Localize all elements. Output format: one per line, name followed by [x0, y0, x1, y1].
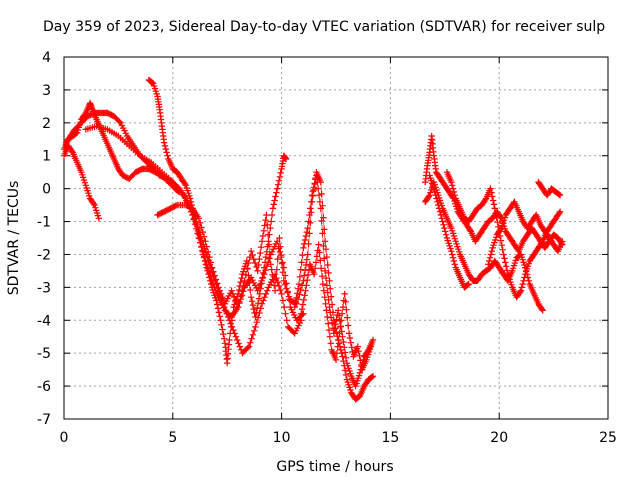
series-arc-8 — [298, 241, 374, 373]
y-tick-label: -6 — [37, 379, 51, 395]
x-tick-label: 5 — [168, 430, 177, 446]
x-tick-label: 10 — [273, 430, 291, 446]
data-point-marks — [485, 198, 566, 268]
y-tick-label: -3 — [37, 280, 51, 296]
x-tick-label: 15 — [381, 430, 399, 446]
series-arc-7 — [291, 172, 377, 390]
series-arc-13 — [485, 198, 566, 268]
chart-title: Day 359 of 2023, Sidereal Day-to-day VTE… — [43, 19, 605, 35]
data-point-marks — [535, 178, 564, 199]
data-layer — [60, 76, 566, 403]
y-tick-label: 2 — [42, 116, 51, 132]
series-arc-12 — [443, 169, 564, 301]
data-point-marks — [60, 142, 102, 222]
data-point-marks — [298, 241, 374, 373]
y-tick-label: -4 — [37, 313, 51, 329]
y-tick-label: -2 — [37, 247, 51, 263]
y-tick-label: -1 — [37, 215, 51, 231]
data-point-marks — [443, 169, 564, 301]
series-arc-2 — [60, 142, 102, 222]
data-point-marks — [426, 172, 472, 291]
plot-frame — [63, 56, 609, 420]
x-axis-label: GPS time / hours — [276, 459, 393, 475]
y-tick-label: 1 — [42, 149, 51, 165]
y-tick-label: 4 — [42, 50, 51, 66]
y-axis-label: SDTVAR / TECUs — [6, 181, 22, 296]
series-arc-11 — [426, 172, 472, 291]
series-arc-14 — [535, 178, 564, 199]
y-tick-label: -5 — [37, 346, 51, 362]
y-tick-label: 3 — [42, 83, 51, 99]
y-tick-label: 0 — [42, 182, 51, 198]
x-tick-label: 25 — [599, 430, 617, 446]
x-tick-label: 0 — [60, 430, 69, 446]
x-tick-label: 20 — [490, 430, 508, 446]
y-tick-label: -7 — [37, 412, 51, 428]
